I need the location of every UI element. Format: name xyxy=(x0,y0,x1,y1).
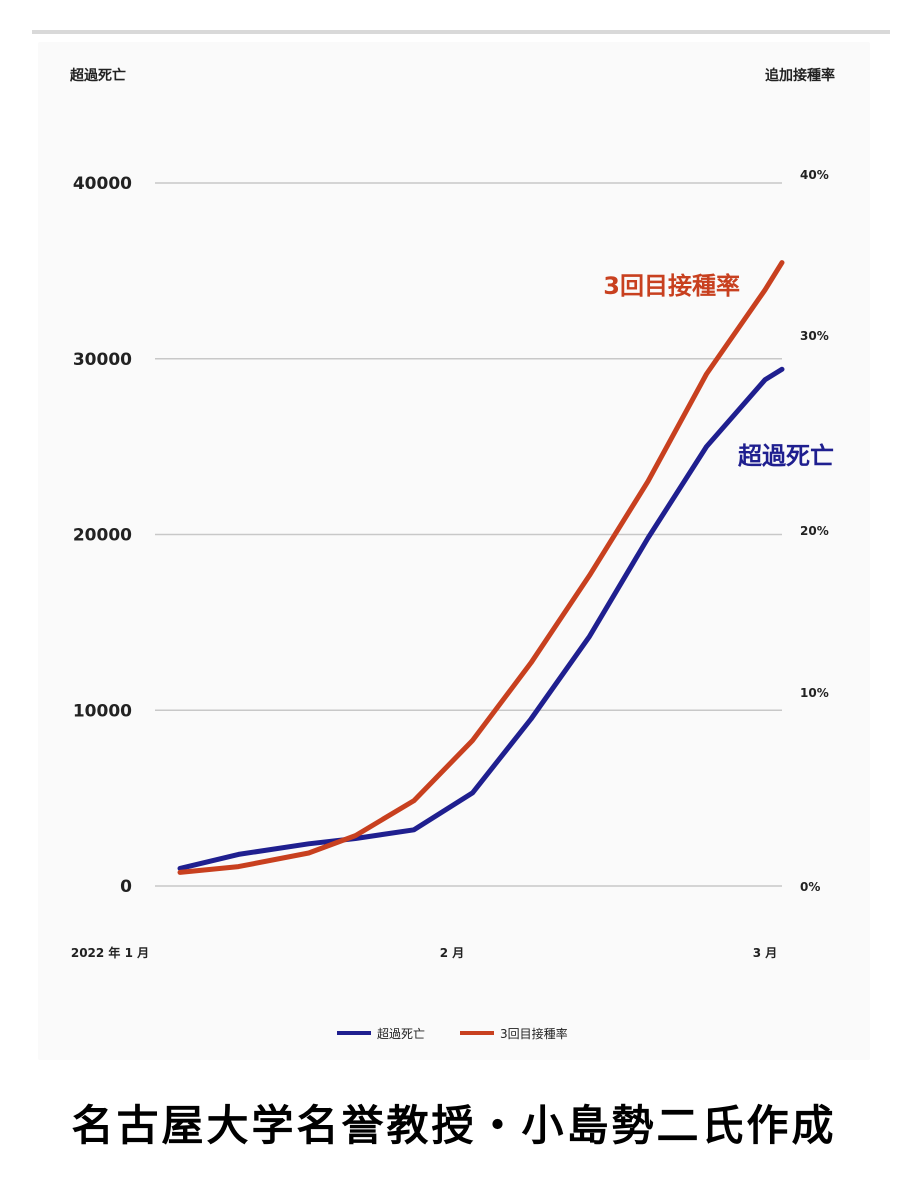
left-axis-label: 超過死亡 xyxy=(69,67,126,84)
right-axis-label: 追加接種率 xyxy=(765,67,835,84)
right-tick-label: 30% xyxy=(800,329,829,343)
left-tick-label: 10000 xyxy=(73,701,132,721)
legend-label-booster-rate: 3回目接種率 xyxy=(500,1026,568,1041)
x-tick-label: 3 月 xyxy=(753,946,778,960)
caption: 名古屋大学名誉教授・小島勢二氏作成 xyxy=(71,1101,837,1150)
series-line-excess-deaths xyxy=(177,366,785,871)
series-lines xyxy=(177,260,785,875)
left-tick-label: 20000 xyxy=(73,526,132,546)
excess-deaths-annotation: 超過死亡 xyxy=(738,442,834,470)
left-tick-label: 40000 xyxy=(73,174,132,194)
x-axis-ticks: 2022 年 1 月 2 月 3 月 xyxy=(71,945,777,960)
series-line-booster-rate xyxy=(177,260,785,875)
x-tick-label: 2022 年 1 月 xyxy=(71,945,149,960)
left-tick-label: 0 xyxy=(120,877,132,897)
right-tick-label: 40% xyxy=(800,168,829,182)
booster-rate-annotation: 3回目接種率 xyxy=(603,272,740,300)
left-axis-ticks: 0 10000 20000 30000 40000 xyxy=(73,174,132,897)
left-tick-label: 30000 xyxy=(73,350,132,370)
grid-lines xyxy=(155,182,782,887)
legend: 超過死亡 3回目接種率 xyxy=(337,1026,568,1041)
legend-label-excess-deaths: 超過死亡 xyxy=(377,1026,425,1041)
right-tick-label: 10% xyxy=(800,686,829,700)
line-chart: 超過死亡 追加接種率 0 10000 20000 30000 40000 0% 10% 20… xyxy=(69,67,835,1041)
chart-panel xyxy=(38,42,870,1060)
right-tick-label: 0% xyxy=(800,880,820,894)
top-divider xyxy=(32,30,890,34)
x-tick-label: 2 月 xyxy=(440,946,465,960)
right-axis-ticks: 0% 10% 20% 30% 40% xyxy=(800,168,829,894)
right-tick-label: 20% xyxy=(800,524,829,538)
